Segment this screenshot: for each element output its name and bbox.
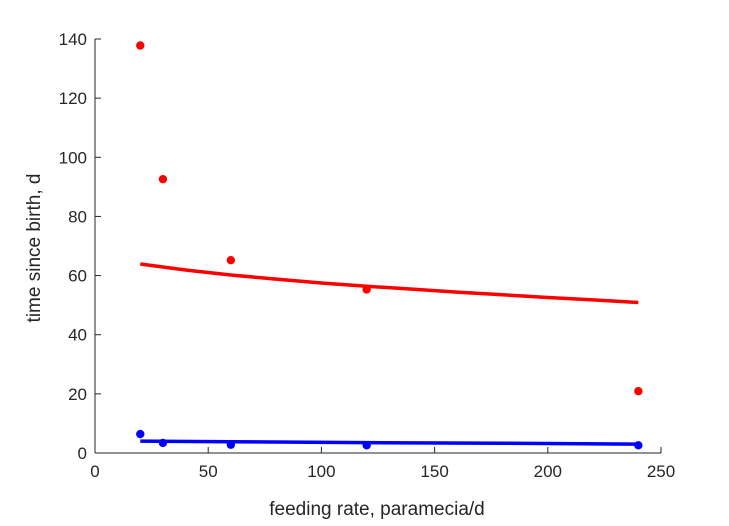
red-data-point: [136, 41, 145, 50]
y-tick-label: 80: [68, 207, 87, 226]
axes: 0 50 100 150 200 250 0 20 40 60 80 100 120 140: [59, 30, 676, 481]
red-data-point: [634, 386, 643, 396]
y-tick-label: 120: [59, 89, 87, 108]
x-axis-label: feeding rate, paramecia/d: [269, 499, 484, 520]
x-tick-label: 150: [420, 462, 448, 481]
y-tick-label: 100: [59, 148, 87, 167]
blue-data-point: [136, 429, 145, 439]
red-data-point: [226, 255, 236, 265]
red-data-point: [158, 174, 168, 184]
x-tick-label: 0: [90, 462, 99, 481]
x-tick-label: 250: [647, 462, 675, 481]
y-tick-label: 60: [68, 267, 87, 286]
y-tick-label: 40: [68, 326, 87, 345]
x-tick-label: 100: [307, 462, 335, 481]
x-tick-label: 50: [199, 462, 218, 481]
y-tick-label: 0: [78, 444, 87, 463]
plot-area: [136, 41, 643, 450]
y-axis-label: time since birth, d: [24, 174, 45, 323]
y-tick-label: 20: [68, 385, 87, 404]
blue-fit-line: [140, 439, 639, 446]
red-fit-line: [140, 262, 639, 305]
x-tick-label: 200: [534, 462, 562, 481]
y-tick-label: 140: [59, 30, 87, 49]
